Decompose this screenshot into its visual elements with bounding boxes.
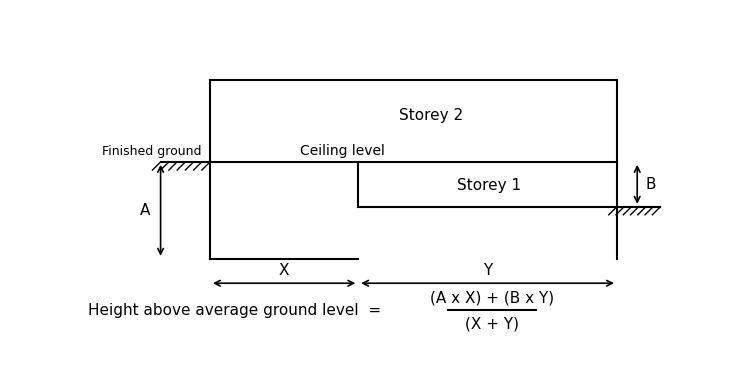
Text: Ceiling level: Ceiling level bbox=[300, 144, 385, 158]
Text: B: B bbox=[646, 177, 656, 192]
Text: Storey 1: Storey 1 bbox=[457, 177, 521, 192]
Text: Y: Y bbox=[483, 263, 492, 278]
Text: Storey 2: Storey 2 bbox=[399, 108, 463, 123]
Text: (X + Y): (X + Y) bbox=[465, 316, 519, 332]
Text: Finished ground: Finished ground bbox=[102, 145, 201, 158]
Text: X: X bbox=[279, 263, 290, 278]
Text: (A x X) + (B x Y): (A x X) + (B x Y) bbox=[430, 291, 554, 306]
Text: Height above average ground level  =: Height above average ground level = bbox=[88, 303, 382, 318]
Text: A: A bbox=[140, 203, 150, 218]
